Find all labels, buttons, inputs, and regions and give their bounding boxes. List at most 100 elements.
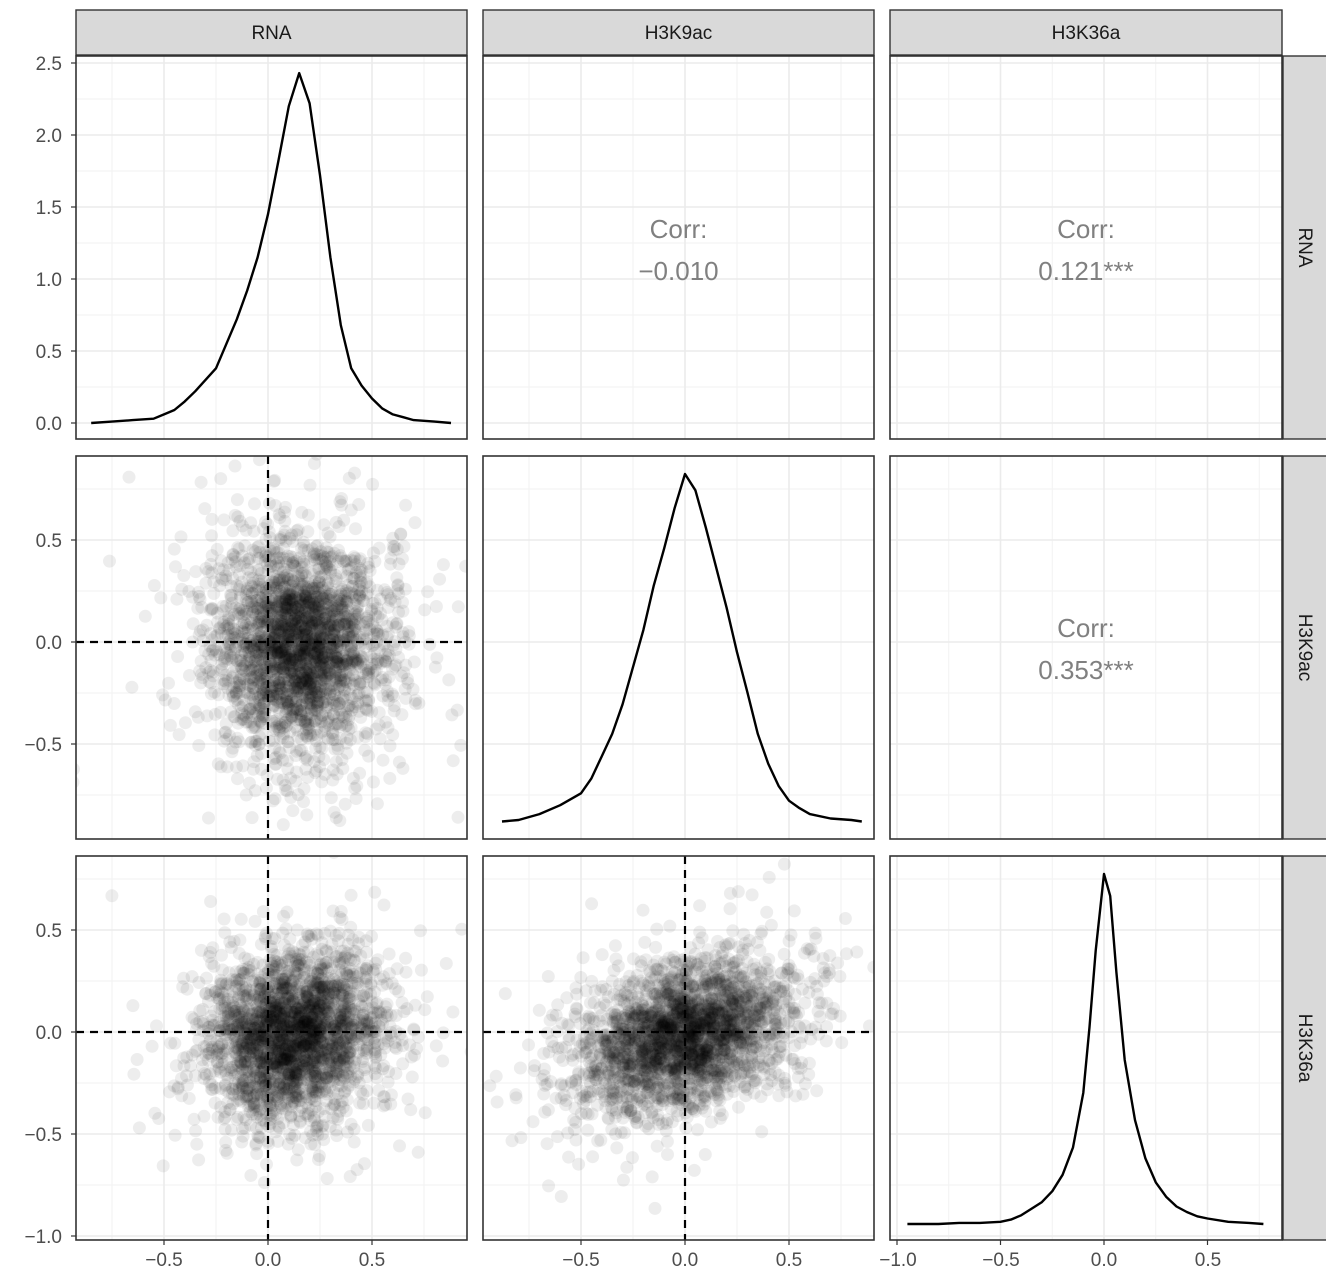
scatter-point — [344, 656, 358, 670]
scatter-point — [281, 651, 295, 665]
scatter-point — [304, 593, 318, 607]
scatter-point — [367, 677, 381, 691]
scatter-point — [312, 690, 326, 704]
scatter-point — [439, 957, 453, 970]
scatter-point — [312, 597, 325, 611]
scatter-point — [287, 664, 301, 678]
scatter-point — [349, 945, 363, 958]
scatter-point — [336, 648, 350, 662]
scatter-point — [278, 586, 292, 600]
scatter-point — [319, 1048, 333, 1062]
scatter-point — [386, 662, 399, 676]
scatter-point — [255, 651, 269, 665]
scatter-point — [294, 647, 307, 661]
scatter-point — [349, 633, 363, 647]
scatter-point — [266, 646, 280, 660]
scatter-point — [280, 964, 294, 978]
scatter-point — [304, 681, 318, 695]
scatter-point — [282, 674, 296, 688]
scatter-point — [317, 673, 331, 687]
scatter-point — [215, 571, 229, 585]
scatter-point — [360, 615, 374, 629]
scatter-point — [234, 669, 248, 683]
scatter-point — [308, 1066, 322, 1080]
scatter-point — [315, 630, 329, 644]
scatter-point — [245, 594, 259, 608]
scatter-point — [305, 1018, 319, 1031]
scatter-point — [302, 580, 316, 594]
scatter-point — [213, 705, 227, 719]
scatter-point — [308, 1034, 322, 1047]
scatter-point — [271, 666, 285, 680]
scatter-point — [281, 684, 295, 698]
scatter-point — [332, 710, 346, 724]
scatter-point — [254, 625, 268, 639]
scatter-point — [295, 704, 309, 718]
scatter-point — [311, 595, 325, 609]
scatter-point — [283, 621, 297, 635]
scatter-point — [269, 673, 283, 687]
scatter-point — [303, 663, 316, 676]
scatter-point — [238, 685, 252, 699]
scatter-point — [260, 689, 274, 703]
scatter-point — [305, 567, 319, 581]
scatter-point — [281, 612, 295, 626]
scatter-point — [174, 530, 188, 544]
scatter-point — [266, 689, 280, 703]
scatter-point — [286, 556, 300, 570]
scatter-point — [295, 687, 309, 701]
scatter-point — [275, 645, 289, 658]
scatter-point — [344, 676, 358, 690]
scatter-point — [272, 676, 286, 690]
scatter-point — [198, 644, 212, 658]
scatter-point — [254, 614, 268, 628]
scatter-point — [382, 947, 396, 961]
scatter-point — [263, 678, 277, 692]
scatter-point — [322, 618, 336, 632]
scatter-point — [235, 519, 249, 533]
scatter-point — [302, 1001, 316, 1015]
scatter-point — [318, 597, 332, 611]
scatter-point — [278, 596, 291, 609]
scatter-point — [277, 619, 291, 633]
scatter-point — [292, 681, 305, 695]
scatter-point — [298, 612, 312, 625]
scatter-point — [214, 1065, 228, 1079]
scatter-point — [253, 693, 267, 707]
scatter-point — [246, 571, 260, 585]
scatter-point — [273, 584, 286, 598]
scatter-point — [379, 715, 393, 729]
scatter-point — [291, 642, 305, 656]
scatter-point — [260, 613, 274, 627]
scatter-point — [273, 626, 287, 639]
scatter-point — [281, 629, 295, 642]
scatter-point — [352, 645, 366, 659]
scatter-point — [271, 587, 285, 601]
scatter-point — [333, 703, 347, 717]
scatter-point — [346, 635, 360, 648]
scatter-point — [303, 654, 317, 668]
scatter-point — [329, 697, 343, 711]
scatter-point — [270, 640, 284, 654]
scatter-point — [313, 680, 327, 694]
scatter-point — [266, 692, 279, 706]
scatter-point — [320, 617, 334, 631]
scatter-point — [310, 602, 324, 616]
scatter-point — [311, 695, 325, 709]
scatter-point — [236, 604, 250, 617]
scatter-point — [299, 1107, 313, 1121]
scatter-point — [302, 615, 316, 629]
scatter-point — [226, 666, 240, 680]
scatter-point — [319, 630, 333, 644]
scatter-point — [298, 705, 311, 718]
scatter-point — [290, 633, 304, 647]
scatter-point — [292, 666, 306, 680]
scatter-point — [267, 578, 281, 592]
scatter-point — [315, 695, 329, 709]
scatter-point — [303, 663, 317, 677]
scatter-point — [323, 563, 337, 577]
scatter-point — [322, 664, 335, 678]
scatter-point — [281, 1065, 295, 1079]
scatter-point — [235, 603, 249, 617]
scatter-point — [387, 699, 401, 713]
